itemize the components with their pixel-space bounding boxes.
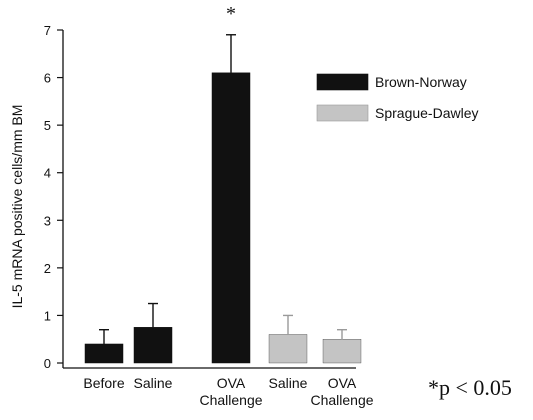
- x-category-label: Saline: [269, 375, 308, 391]
- legend-label: Brown-Norway: [375, 74, 467, 90]
- y-tick-label: 1: [44, 308, 51, 323]
- legend-swatch: [316, 104, 369, 122]
- bar-sprague-dawley-ova-challenge: [322, 339, 362, 364]
- y-tick-label: 0: [44, 356, 51, 371]
- bars: [84, 72, 362, 364]
- y-tick-label: 5: [44, 118, 51, 133]
- axes: [62, 30, 356, 369]
- y-tick-label: 4: [44, 166, 51, 181]
- legend: Brown-Norway Sprague-Dawley: [316, 73, 479, 122]
- y-tick-label: 2: [44, 261, 51, 276]
- legend-swatch: [316, 73, 369, 91]
- y-tick-label: 3: [44, 213, 51, 228]
- y-axis-label: IL-5 mRNA positive cells/mm BM: [9, 105, 25, 309]
- y-tick-label: 6: [44, 71, 51, 86]
- x-category-label: OVA Challenge: [310, 375, 373, 408]
- significance-star: *: [226, 3, 236, 25]
- x-category-label: Saline: [134, 375, 173, 391]
- bar-brown-norway-before: [84, 343, 124, 364]
- bar-brown-norway-ova-challenge: [211, 72, 251, 364]
- bar-brown-norway-saline: [133, 327, 173, 364]
- y-tick-label: 7: [44, 23, 51, 38]
- x-category-label: Before: [83, 375, 124, 391]
- bar-sprague-dawley-saline: [268, 334, 308, 364]
- y-axis-ticks: 0 1 2 3 4 5 6 7: [44, 23, 63, 371]
- error-bars: [99, 34, 347, 344]
- x-category-label: OVA Challenge: [199, 375, 262, 408]
- legend-label: Sprague-Dawley: [375, 105, 479, 121]
- p-value-note: *p < 0.05: [428, 375, 512, 400]
